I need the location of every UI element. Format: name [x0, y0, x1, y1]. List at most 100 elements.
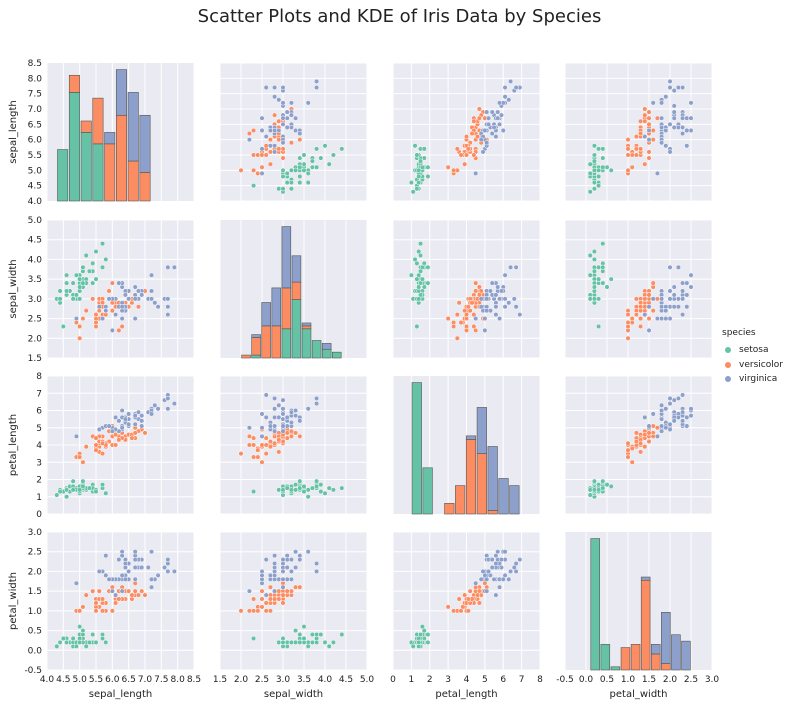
- point-virginica: [663, 406, 669, 412]
- point-versicolor: [469, 130, 475, 137]
- point-versicolor: [93, 447, 99, 453]
- point-virginica: [276, 97, 282, 103]
- point-versicolor: [471, 323, 477, 330]
- point-versicolor: [109, 608, 115, 614]
- point-virginica: [272, 414, 278, 420]
- x-tick-label-sepal_width: 2.0: [234, 675, 249, 685]
- point-setosa: [60, 323, 66, 330]
- point-setosa: [408, 180, 414, 186]
- point-virginica: [263, 392, 269, 398]
- point-virginica: [517, 557, 523, 563]
- point-setosa: [600, 478, 606, 484]
- point-virginica: [489, 130, 495, 137]
- point-virginica: [680, 115, 686, 121]
- hist-bar-versicolor: [251, 337, 261, 356]
- point-virginica: [684, 143, 690, 149]
- point-virginica: [680, 84, 686, 91]
- point-versicolor: [454, 335, 460, 341]
- point-virginica: [280, 121, 286, 127]
- point-setosa: [591, 143, 597, 149]
- point-versicolor: [276, 146, 282, 152]
- x-tick-label-petal_length: 3: [445, 675, 451, 685]
- y-tick-label-petal_length: 6: [36, 407, 42, 417]
- point-versicolor: [251, 152, 257, 158]
- point-setosa: [90, 260, 96, 266]
- y-tick-label-petal_width: 0.0: [28, 646, 43, 656]
- point-virginica: [272, 395, 278, 401]
- point-virginica: [502, 272, 508, 278]
- point-virginica: [246, 588, 252, 594]
- point-setosa: [293, 482, 299, 488]
- point-versicolor: [474, 592, 481, 598]
- point-versicolor: [646, 121, 652, 127]
- point-setosa: [587, 170, 593, 176]
- y-axis-label-sepal_width: sepal_width: [8, 259, 19, 318]
- point-virginica: [280, 115, 286, 121]
- point-setosa: [410, 189, 416, 195]
- point-setosa: [297, 155, 303, 161]
- point-setosa: [314, 146, 320, 152]
- point-setosa: [57, 489, 63, 495]
- x-tick-label-sepal_length: 8.5: [187, 675, 201, 685]
- point-versicolor: [251, 435, 257, 441]
- point-virginica: [502, 84, 508, 91]
- point-setosa: [293, 639, 299, 645]
- point-setosa: [83, 643, 89, 649]
- point-setosa: [305, 643, 311, 649]
- point-setosa: [73, 292, 79, 298]
- point-versicolor: [463, 152, 470, 158]
- point-virginica: [642, 312, 648, 318]
- point-setosa: [318, 482, 324, 488]
- y-tick-label-petal_length: 8: [36, 372, 42, 382]
- point-versicolor: [650, 280, 656, 286]
- hist-bar-virginica: [321, 343, 332, 350]
- point-versicolor: [469, 300, 475, 306]
- point-virginica: [498, 288, 504, 294]
- hist-bar-setosa: [332, 351, 342, 359]
- point-virginica: [152, 300, 158, 306]
- y-tick-label-sepal_width: 1.5: [28, 354, 42, 364]
- point-virginica: [473, 316, 479, 322]
- point-virginica: [663, 94, 669, 100]
- point-setosa: [73, 272, 79, 278]
- point-versicolor: [99, 440, 106, 446]
- y-tick-label-sepal_width: 3.0: [28, 295, 43, 305]
- y-tick-label-sepal_length: 7.5: [28, 90, 42, 100]
- point-versicolor: [642, 106, 648, 112]
- point-setosa: [83, 252, 89, 259]
- hist-bar-versicolor: [630, 644, 641, 671]
- point-virginica: [482, 316, 488, 322]
- point-versicolor: [456, 300, 462, 306]
- point-setosa: [93, 248, 99, 255]
- point-virginica: [293, 564, 299, 571]
- point-versicolor: [463, 134, 470, 140]
- point-virginica: [139, 564, 145, 571]
- point-setosa: [301, 161, 307, 167]
- hist-bar-setosa: [321, 348, 332, 359]
- point-virginica: [113, 312, 119, 318]
- point-setosa: [596, 323, 602, 330]
- point-versicolor: [297, 433, 303, 439]
- point-versicolor: [463, 327, 470, 333]
- point-setosa: [339, 631, 345, 638]
- y-tick-label-petal_width: 2.0: [28, 567, 43, 577]
- point-versicolor: [135, 304, 142, 310]
- point-versicolor: [288, 433, 294, 439]
- point-virginica: [162, 564, 168, 571]
- point-virginica: [684, 115, 690, 121]
- point-setosa: [301, 624, 307, 630]
- hist-bar-setosa: [600, 644, 611, 671]
- point-virginica: [284, 124, 290, 130]
- point-setosa: [418, 158, 424, 164]
- point-versicolor: [629, 459, 635, 465]
- point-versicolor: [259, 459, 265, 465]
- point-virginica: [132, 284, 138, 290]
- hist-bar-virginica: [465, 435, 477, 440]
- point-versicolor: [646, 115, 652, 121]
- x-tick-label-sepal_width: 1.5: [213, 675, 227, 685]
- point-versicolor: [625, 167, 631, 173]
- hist-bar-versicolor: [92, 97, 104, 145]
- point-virginica: [259, 411, 265, 417]
- point-virginica: [663, 127, 669, 134]
- point-virginica: [680, 392, 686, 398]
